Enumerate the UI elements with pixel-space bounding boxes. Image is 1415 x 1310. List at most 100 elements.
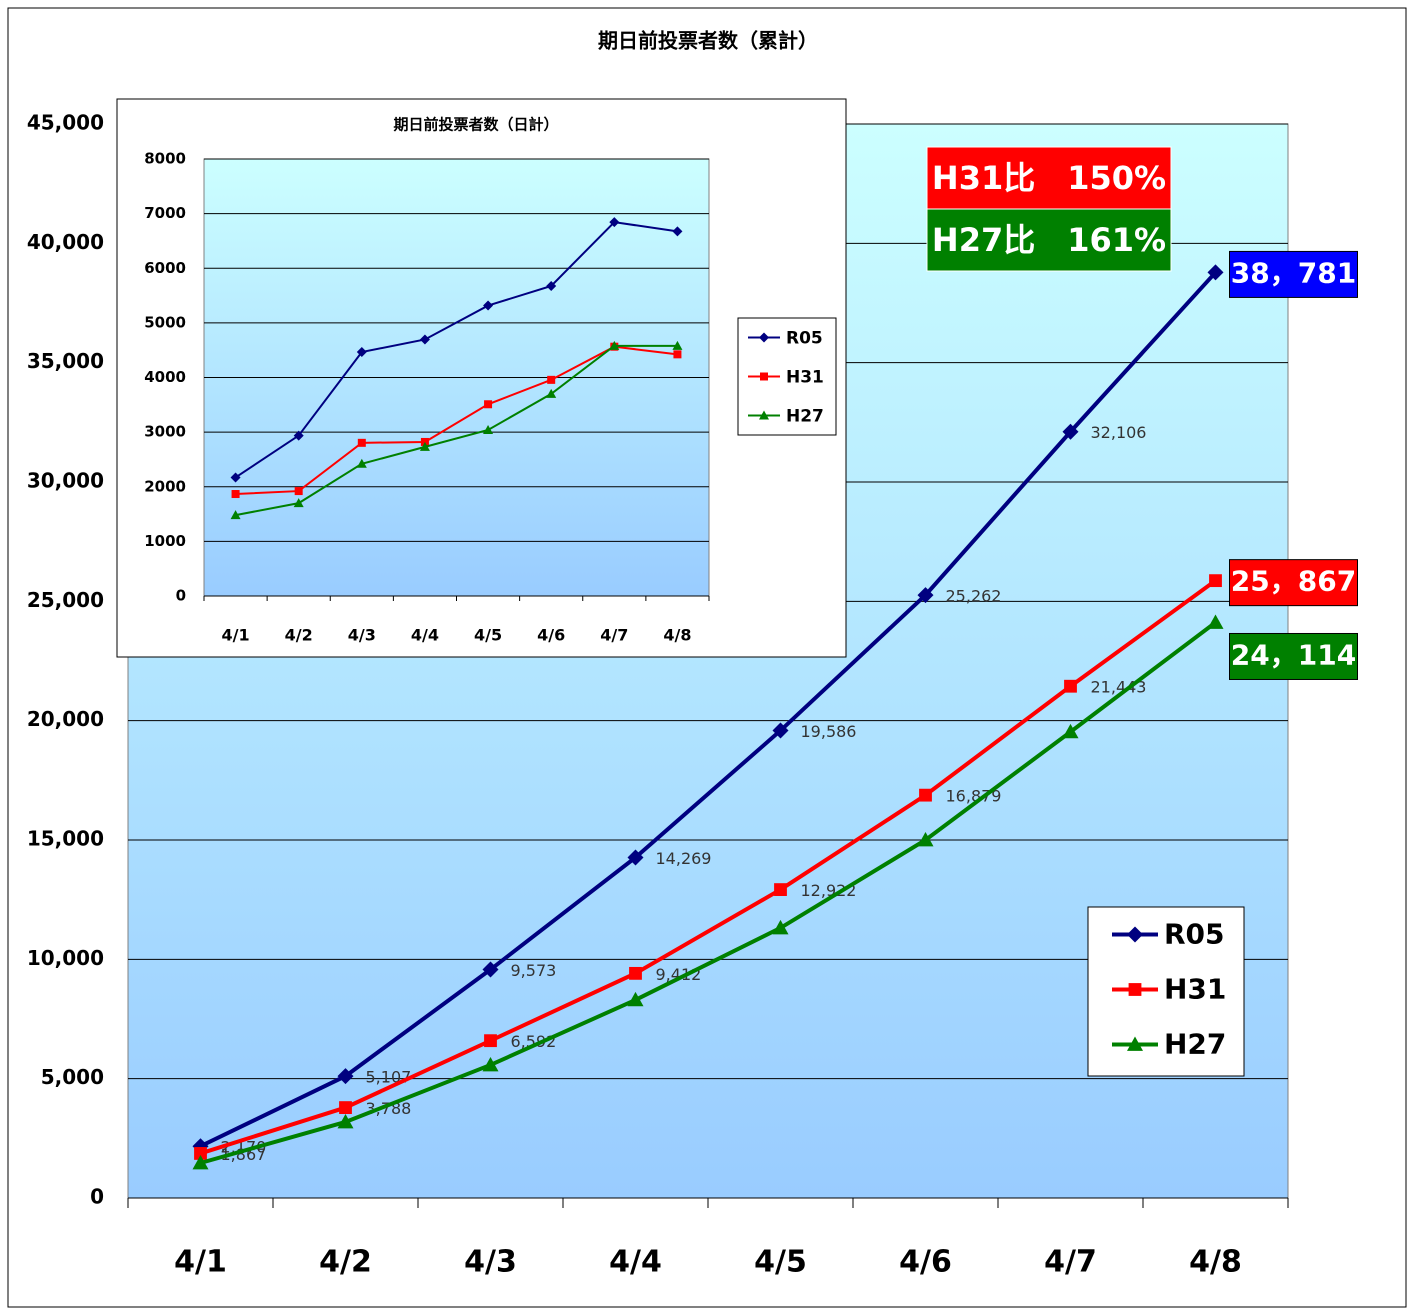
legend-marker: [1127, 1036, 1143, 1051]
y-tick-label: 7000: [144, 204, 186, 222]
x-tick-label: 4/5: [754, 1245, 807, 1280]
marker: [1209, 574, 1222, 588]
annotation: H27比 161%: [932, 221, 1166, 259]
legend-label: H27: [786, 407, 824, 427]
series-line: [199, 579, 1217, 1156]
marker: [356, 347, 367, 358]
x-tick-label: 4/1: [222, 626, 250, 645]
y-tick-label: 8000: [144, 150, 186, 168]
x-tick-label: 4/7: [600, 626, 628, 645]
x-tick-label: 4/8: [1189, 1245, 1242, 1280]
marker: [609, 340, 620, 350]
marker: [1207, 264, 1224, 281]
value-label: 25，867: [1231, 565, 1356, 598]
chart-title: 期日前投票者数（累計）: [598, 29, 818, 53]
value-label: 6,592: [511, 1032, 557, 1051]
marker: [484, 1034, 497, 1048]
legend-label: R05: [786, 329, 823, 349]
marker: [230, 510, 241, 520]
marker: [231, 490, 240, 499]
x-tick-label: 4/4: [411, 626, 439, 645]
y-tick-label: 5,000: [41, 1065, 104, 1089]
y-tick-label: 35,000: [27, 349, 104, 373]
marker: [294, 487, 303, 496]
marker: [627, 991, 644, 1007]
marker: [483, 300, 494, 311]
series-line: [199, 620, 1217, 1165]
x-tick-label: 4/2: [319, 1245, 372, 1280]
marker: [356, 458, 367, 468]
annotation-box: [926, 208, 1172, 272]
marker: [293, 498, 304, 508]
marker: [337, 1068, 354, 1085]
value-label: 5,107: [366, 1068, 412, 1087]
y-tick-label: 40,000: [27, 230, 104, 254]
annotation: H31比 150%: [932, 159, 1166, 197]
legend-marker: [760, 372, 768, 381]
marker: [419, 334, 430, 345]
marker: [484, 400, 493, 409]
marker: [672, 226, 683, 237]
y-tick-label: 3000: [144, 423, 186, 441]
marker: [1062, 723, 1079, 739]
value-label: 24，114: [1231, 638, 1356, 671]
y-tick-label: 45,000: [27, 111, 104, 135]
value-label: 3,788: [366, 1099, 412, 1118]
legend-marker: [759, 332, 769, 343]
y-tick-label: 15,000: [27, 827, 104, 851]
marker: [230, 472, 241, 483]
x-tick-label: 4/7: [1044, 1245, 1097, 1280]
x-tick-label: 4/4: [609, 1245, 662, 1280]
marker: [1207, 614, 1224, 629]
marker: [672, 340, 683, 350]
marker: [919, 788, 932, 802]
y-tick-label: 6000: [144, 259, 186, 277]
y-tick-label: 4000: [144, 368, 186, 386]
value-label: 32,106: [1091, 423, 1147, 442]
marker: [482, 1056, 499, 1072]
marker: [293, 430, 304, 441]
legend-label: H31: [1164, 973, 1226, 1006]
marker: [772, 722, 789, 739]
marker: [357, 438, 366, 447]
marker: [774, 883, 787, 896]
marker: [419, 441, 430, 451]
marker: [917, 587, 934, 604]
legend-label: H27: [1164, 1028, 1226, 1061]
x-tick-label: 4/6: [537, 626, 565, 645]
marker: [192, 1154, 209, 1170]
marker: [1062, 423, 1079, 440]
marker: [629, 966, 642, 980]
marker: [772, 919, 789, 935]
y-tick-label: 0: [90, 1185, 104, 1209]
x-tick-label: 4/3: [348, 626, 376, 645]
y-tick-label: 0: [176, 587, 186, 605]
series-line: [235, 344, 678, 517]
annotation-box: [926, 146, 1172, 210]
marker: [337, 1113, 354, 1129]
marker: [917, 832, 934, 847]
chart-title: 期日前投票者数（日計）: [393, 116, 558, 134]
value-label: 14,269: [656, 849, 712, 868]
marker: [627, 849, 644, 866]
x-tick-label: 4/1: [174, 1245, 227, 1280]
value-label: 21,443: [1091, 678, 1147, 697]
marker: [194, 1147, 207, 1160]
value-label-box: [1229, 632, 1358, 680]
x-tick-label: 4/8: [663, 626, 691, 645]
y-tick-label: 25,000: [27, 588, 104, 612]
value-label: 25,262: [946, 587, 1002, 606]
y-tick-label: 5000: [144, 313, 186, 331]
marker: [546, 280, 557, 291]
marker: [482, 961, 499, 978]
value-label: 9,573: [511, 961, 557, 980]
legend-marker: [1127, 926, 1143, 943]
value-label-box: [1229, 250, 1358, 298]
y-tick-label: 10,000: [27, 946, 104, 970]
x-tick-label: 4/6: [899, 1245, 952, 1280]
value-label: 38，781: [1231, 256, 1356, 289]
value-label: 12,922: [801, 881, 857, 900]
y-tick-label: 1000: [144, 532, 186, 550]
value-label-box: [1229, 559, 1358, 607]
